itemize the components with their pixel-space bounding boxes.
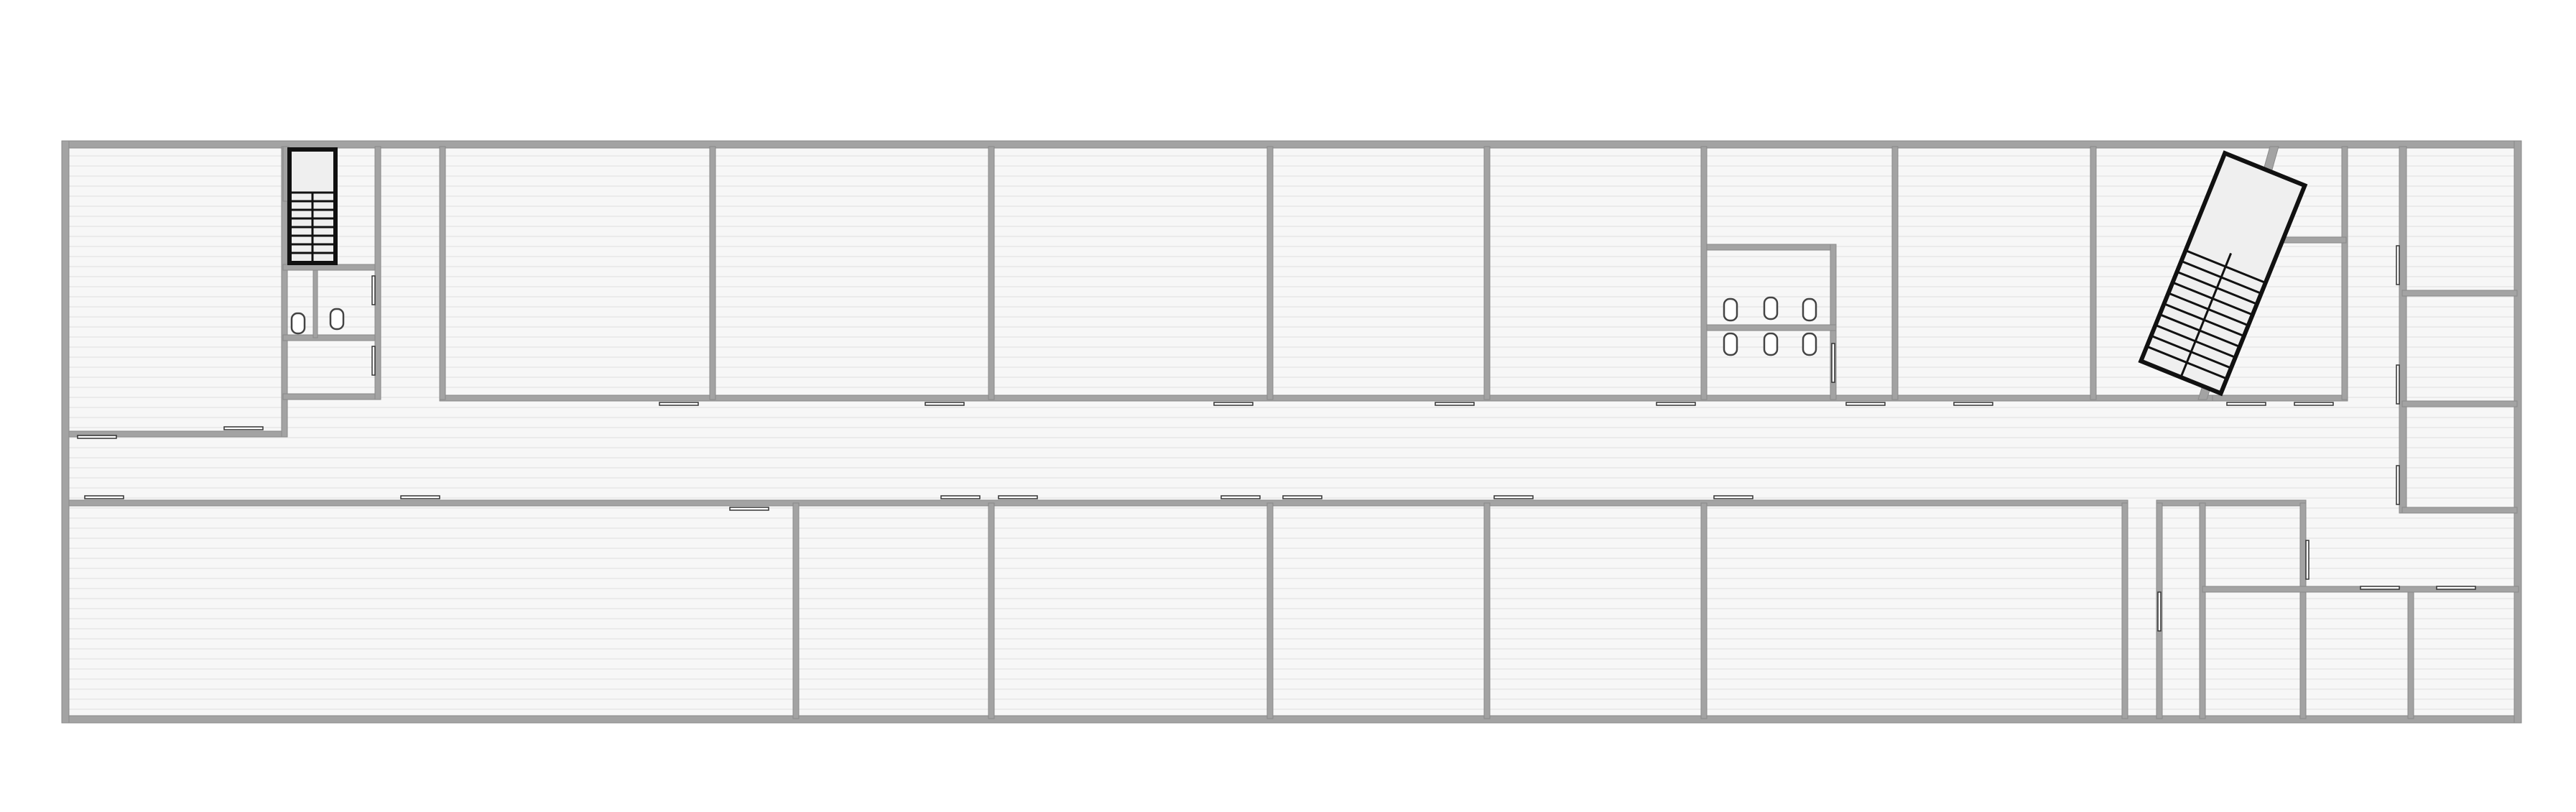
door-icon: [2157, 591, 2162, 632]
toilet-icon: [1723, 297, 1738, 322]
door-icon: [2436, 586, 2476, 590]
door-icon: [1831, 343, 1835, 383]
doors: [77, 245, 2476, 632]
stair-icon-east: [2146, 249, 2266, 380]
stair-icon-west: [289, 191, 335, 263]
door-icon: [2396, 245, 2400, 285]
door-icon: [1493, 495, 1534, 499]
door-icon: [1845, 402, 1886, 406]
toilet-group-west: [290, 308, 345, 335]
door-icon: [1435, 402, 1475, 406]
door-icon: [400, 495, 440, 499]
door-icon: [223, 426, 264, 430]
stair-west: [287, 147, 338, 265]
toilet-group-central: [1723, 296, 1817, 356]
door-icon: [2396, 364, 2400, 405]
outer-walls: [61, 140, 2522, 724]
door-icon: [1220, 495, 1261, 499]
toilet-icon: [1723, 332, 1738, 356]
door-icon: [2294, 402, 2334, 406]
door-icon: [940, 495, 981, 499]
door-icon: [1713, 495, 1753, 499]
door-icon: [371, 275, 376, 305]
door-icon: [729, 507, 769, 511]
door-icon: [1213, 402, 1254, 406]
toilet-icon: [1763, 296, 1779, 320]
toilet-icon: [1802, 332, 1817, 356]
door-icon: [659, 402, 699, 406]
door-icon: [77, 435, 117, 439]
toilet-icon: [1802, 297, 1817, 322]
door-icon: [84, 495, 124, 499]
toilet-icon: [290, 312, 306, 335]
stair-east: [2138, 150, 2308, 397]
toilet-icon: [329, 308, 345, 331]
toilet-icon: [1763, 332, 1779, 356]
door-icon: [1953, 402, 1993, 406]
door-icon: [1656, 402, 1696, 406]
door-icon: [2360, 586, 2400, 590]
door-icon: [371, 346, 376, 376]
door-icon: [998, 495, 1038, 499]
door-icon: [925, 402, 965, 406]
door-icon: [1282, 495, 1322, 499]
door-icon: [2226, 402, 2266, 406]
floor-area: [65, 144, 2519, 721]
door-icon: [2396, 465, 2400, 505]
door-icon: [2305, 540, 2309, 580]
